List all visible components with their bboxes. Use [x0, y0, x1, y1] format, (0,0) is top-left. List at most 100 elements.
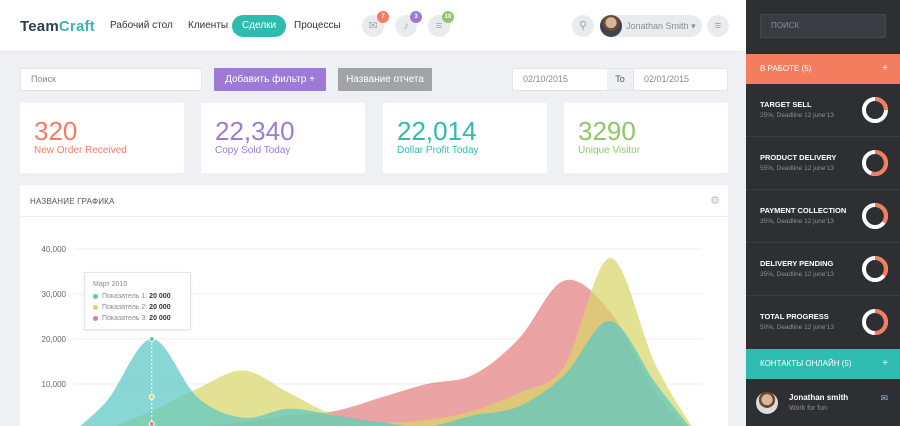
logo-text-craft: Craft	[58, 18, 95, 35]
hamburger-menu-icon[interactable]: ≡	[707, 15, 729, 37]
top-bar: TeamCraft Рабочий стол Клиенты Сделки Пр…	[0, 0, 746, 52]
chart-title: НАЗВАНИЕ ГРАФИКА	[30, 197, 115, 206]
hover-marker	[148, 421, 155, 426]
ring-progress	[862, 256, 888, 282]
logo[interactable]: TeamCraft	[20, 18, 95, 35]
date-to-input[interactable]: 02/01/2015	[633, 68, 728, 91]
task-subtitle: 35%, Deadline 12 june'13	[760, 271, 834, 278]
nav-item-clients[interactable]: Клиенты	[188, 20, 229, 31]
stat-label: Dollar Profit Today	[397, 145, 479, 156]
nav-item-deals[interactable]: Сделки	[232, 15, 286, 37]
tooltip-label: Показатель 1:	[102, 293, 148, 300]
add-contact-icon[interactable]: +	[882, 358, 888, 369]
gear-icon[interactable]: ⚙	[710, 195, 720, 207]
user-name-text: Jonathan Smith	[626, 21, 689, 31]
ring-progress	[862, 203, 888, 229]
chat-icon[interactable]: ✉	[880, 393, 888, 403]
area-series-2[interactable]	[60, 320, 702, 426]
tooltip-value: 20 000	[149, 304, 171, 311]
mail-badge: 7	[377, 11, 389, 23]
y-tick-label: 40,000	[42, 245, 67, 254]
y-tick-label: 20,000	[42, 335, 67, 344]
avatar	[600, 15, 622, 37]
task-title: DELIVERY PENDING	[760, 259, 834, 268]
area-chart[interactable]: 40,000 30,000 20,000 10,000	[20, 217, 728, 426]
tooltip-value: 20 000	[149, 315, 171, 322]
task-item[interactable]: PRODUCT DELIVERY 55%, Deadline 12 june'1…	[746, 137, 900, 190]
task-subtitle: 35%, Deadline 12 june'13	[760, 218, 834, 225]
task-title: PAYMENT COLLECTION	[760, 206, 847, 215]
nav-item-desktop[interactable]: Рабочий стол	[110, 20, 173, 31]
right-sidebar: ПОИСК В РАБОТЕ (5) + TARGET SELL 25%, De…	[746, 0, 900, 426]
ring-progress	[862, 309, 888, 335]
progress-ring	[862, 97, 888, 123]
stat-card-orders: 320 New Order Received	[20, 103, 184, 173]
list-badge: 10	[442, 11, 454, 23]
tooltip-label: Показатель 2:	[102, 304, 148, 311]
date-from-input[interactable]: 02/10/2015	[512, 68, 608, 91]
user-name: Jonathan Smith ▾	[626, 21, 696, 32]
stat-value: 3290	[578, 116, 636, 146]
task-title: PRODUCT DELIVERY	[760, 153, 837, 162]
avatar	[756, 392, 778, 414]
in-progress-header[interactable]: В РАБОТЕ (5) +	[746, 54, 900, 84]
task-title: TARGET SELL	[760, 100, 812, 109]
stat-label: New Order Received	[34, 145, 127, 156]
chevron-down-icon: ▾	[691, 21, 696, 31]
stat-label: Copy Sold Today	[215, 145, 291, 156]
legend-dot	[93, 315, 98, 321]
task-item[interactable]: PAYMENT COLLECTION 35%, Deadline 12 june…	[746, 190, 900, 243]
legend-dot	[93, 304, 98, 310]
hover-marker	[148, 394, 155, 400]
online-contacts-header[interactable]: КОНТАКТЫ ОНЛАЙН (5) +	[746, 349, 900, 379]
task-subtitle: 55%, Deadline 12 june'13	[760, 165, 834, 172]
y-tick-label: 30,000	[42, 290, 67, 299]
task-item[interactable]: DELIVERY PENDING 35%, Deadline 12 june'1…	[746, 243, 900, 296]
contact-item[interactable]: Jonathan smith Work for fun ✉	[746, 380, 900, 426]
tooltip-label: Показатель 3:	[102, 315, 148, 322]
report-name-button[interactable]: Название отчета	[338, 68, 432, 91]
tooltip-row: Показатель 3: 20 000	[93, 315, 171, 322]
tooltip-row: Показатель 2: 20 000	[93, 304, 171, 311]
task-item[interactable]: TARGET SELL 25%, Deadline 12 june'13	[746, 84, 900, 137]
stat-card-visitors: 3290 Unique Visitor	[564, 103, 728, 173]
user-menu[interactable]: Jonathan Smith ▾	[600, 15, 702, 37]
contact-status: Work for fun	[789, 405, 827, 412]
bell-badge: 3	[410, 11, 422, 23]
progress-ring	[862, 309, 888, 335]
contact-name: Jonathan smith	[789, 393, 849, 402]
progress-ring	[862, 203, 888, 229]
add-filter-button[interactable]: Добавить фильтр +	[214, 68, 326, 91]
stat-card-copies: 22,340 Copy Sold Today	[201, 103, 365, 173]
progress-ring	[862, 150, 888, 176]
tooltip-row: Показатель 1: 20 000	[93, 293, 171, 300]
stat-value: 22,014	[397, 116, 477, 146]
task-title: TOTAL PROGRESS	[760, 312, 829, 321]
search-input[interactable]: Поиск	[20, 68, 202, 91]
stat-label: Unique Visitor	[578, 145, 641, 156]
tooltip-title: Март 2010	[93, 281, 128, 288]
ring-progress	[862, 150, 888, 176]
search-icon[interactable]: ⚲	[572, 15, 594, 37]
area-series-1[interactable]	[60, 258, 702, 426]
y-tick-label: 10,000	[42, 380, 67, 389]
chart-header: НАЗВАНИЕ ГРАФИКА ⚙	[20, 185, 728, 217]
nav-item-processes[interactable]: Процессы	[294, 20, 341, 31]
task-subtitle: 50%, Deadline 12 june'13	[760, 324, 834, 331]
stat-value: 320	[34, 116, 78, 146]
in-progress-title: В РАБОТЕ (5)	[760, 64, 812, 73]
online-contacts-title: КОНТАКТЫ ОНЛАЙН (5)	[760, 359, 852, 368]
stat-value: 22,340	[215, 116, 295, 146]
legend-dot	[93, 293, 98, 299]
chart-panel: НАЗВАНИЕ ГРАФИКА ⚙ 40,000 30,000 20,000 10,…	[20, 185, 728, 426]
stat-card-profit: 22,014 Dollar Profit Today	[383, 103, 547, 173]
add-task-icon[interactable]: +	[882, 63, 888, 74]
progress-ring	[862, 256, 888, 282]
sidebar-search-input[interactable]: ПОИСК	[760, 14, 886, 38]
hover-marker	[148, 336, 155, 342]
ring-progress	[862, 97, 888, 123]
chart-tooltip: Март 2010 Показатель 1: 20 000 Показател…	[84, 272, 191, 330]
task-subtitle: 25%, Deadline 12 june'13	[760, 112, 834, 119]
logo-text-team: Team	[20, 18, 59, 35]
task-item[interactable]: TOTAL PROGRESS 50%, Deadline 12 june'13	[746, 296, 900, 349]
